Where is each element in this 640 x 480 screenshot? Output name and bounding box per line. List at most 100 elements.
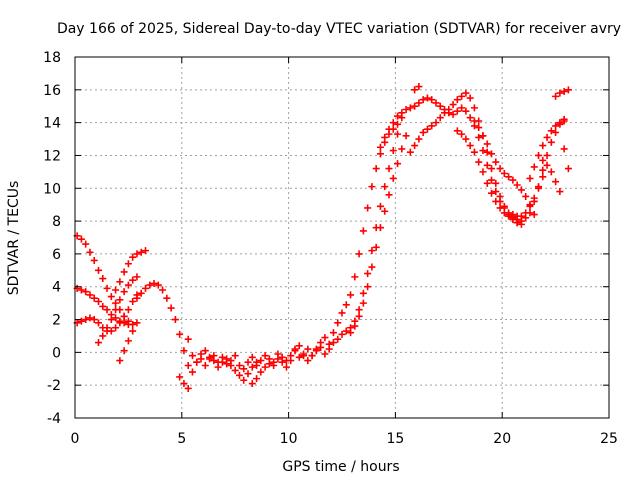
data-point — [552, 92, 560, 100]
data-point — [398, 109, 406, 117]
data-point — [334, 335, 342, 343]
data-point — [530, 197, 538, 205]
series-arc-f — [116, 319, 141, 365]
data-point — [133, 294, 141, 302]
x-tick-label: 15 — [386, 431, 404, 447]
data-point — [257, 357, 265, 365]
data-point — [411, 86, 419, 94]
data-point — [112, 299, 120, 307]
series-arc-j — [248, 342, 312, 388]
data-point — [184, 335, 192, 343]
data-point — [445, 106, 453, 114]
data-point — [359, 289, 367, 297]
data-point — [329, 339, 337, 347]
data-point — [141, 284, 149, 292]
data-point — [317, 339, 325, 347]
data-point — [428, 96, 436, 104]
series-arc-a — [73, 232, 137, 328]
data-point — [419, 128, 427, 136]
data-point — [338, 330, 346, 338]
data-point — [116, 296, 124, 304]
data-point — [560, 145, 568, 153]
scatter-points — [73, 83, 572, 392]
data-point — [94, 266, 102, 274]
data-point — [235, 371, 243, 379]
data-point — [470, 148, 478, 156]
data-point — [124, 320, 132, 328]
data-point — [389, 147, 397, 155]
data-point — [274, 355, 282, 363]
data-point — [488, 150, 496, 158]
data-point — [188, 368, 196, 376]
data-point — [376, 202, 384, 210]
data-point — [513, 219, 521, 227]
data-point — [124, 260, 132, 268]
data-point — [248, 353, 256, 361]
data-point — [449, 110, 457, 118]
x-tick-label: 25 — [600, 431, 618, 447]
data-point — [231, 366, 239, 374]
data-point — [124, 337, 132, 345]
data-point — [308, 352, 316, 360]
data-point — [94, 339, 102, 347]
data-point — [402, 132, 410, 140]
data-point — [381, 133, 389, 141]
data-point — [129, 297, 137, 305]
data-point — [129, 327, 137, 335]
data-point — [329, 329, 337, 337]
data-point — [82, 316, 90, 324]
data-point — [552, 178, 560, 186]
data-point — [488, 189, 496, 197]
data-point — [107, 316, 115, 324]
data-point — [453, 96, 461, 104]
x-tick-label: 0 — [71, 431, 80, 447]
data-point — [530, 163, 538, 171]
data-point — [543, 161, 551, 169]
data-point — [526, 201, 534, 209]
data-point — [240, 365, 248, 373]
data-point — [312, 345, 320, 353]
data-point — [428, 122, 436, 130]
data-point — [120, 268, 128, 276]
data-point — [556, 188, 564, 196]
data-point — [539, 142, 547, 150]
data-point — [492, 197, 500, 205]
data-point — [509, 214, 517, 222]
data-point — [112, 324, 120, 332]
data-point — [385, 191, 393, 199]
data-point — [406, 148, 414, 156]
data-point — [334, 319, 342, 327]
data-point — [415, 135, 423, 143]
series-arc-p — [411, 83, 423, 94]
data-point — [218, 353, 226, 361]
data-point — [159, 286, 167, 294]
data-point — [470, 117, 478, 125]
data-point — [500, 209, 508, 217]
series-arc-m — [347, 132, 410, 337]
data-point — [458, 130, 466, 138]
series-arc-u — [539, 156, 564, 196]
data-point — [355, 306, 363, 314]
data-point — [509, 176, 517, 184]
data-point — [364, 270, 372, 278]
data-point — [359, 227, 367, 235]
data-point — [133, 319, 141, 327]
data-point — [552, 122, 560, 130]
data-point — [112, 286, 120, 294]
data-point — [304, 345, 312, 353]
data-point — [449, 101, 457, 109]
data-point — [535, 151, 543, 159]
data-point — [116, 278, 124, 286]
data-point — [107, 293, 115, 301]
data-point — [462, 135, 470, 143]
data-point — [526, 209, 534, 217]
data-point — [342, 301, 350, 309]
data-point — [441, 109, 449, 117]
data-point — [488, 176, 496, 184]
x-tick-label: 20 — [493, 431, 511, 447]
series-arc-d — [94, 273, 141, 347]
data-point — [120, 347, 128, 355]
data-point — [103, 284, 111, 292]
data-point — [423, 94, 431, 102]
data-point — [304, 357, 312, 365]
